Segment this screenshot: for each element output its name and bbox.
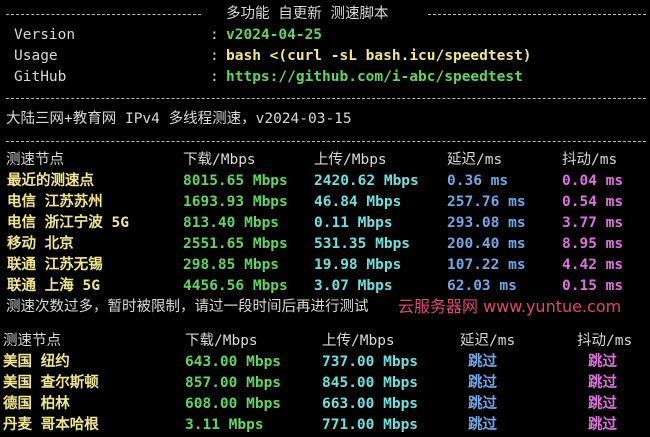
table-cell: 8015.65 Mbps — [183, 173, 288, 189]
table-cell: 联通 上海 5G — [7, 278, 100, 294]
table-cell: 845.00 Mbps — [322, 375, 419, 391]
table-cell: 跳过 — [468, 354, 497, 370]
table-cell: 46.84 Mbps — [314, 194, 402, 210]
table-cell: 62.03 ms — [447, 278, 517, 294]
table-cell: 771.00 Mbps — [322, 417, 419, 433]
divider — [6, 14, 201, 15]
table-cell: 257.76 ms — [447, 194, 526, 210]
info-label: Version — [14, 27, 76, 43]
table-cell: 298.85 Mbps — [183, 257, 280, 273]
table-cell: 0.11 Mbps — [314, 215, 393, 231]
table-cell: 跳过 — [468, 417, 497, 433]
table-cell: 3.07 Mbps — [314, 278, 393, 294]
table-cell: 737.00 Mbps — [322, 354, 419, 370]
column-header: 测速节点 — [6, 152, 64, 168]
column-header: 测速节点 — [3, 333, 61, 349]
info-value: https://github.com/i-abc/speedtest — [226, 69, 523, 85]
table-cell: 移动 北京 — [7, 236, 74, 252]
table-cell: 4456.56 Mbps — [183, 278, 288, 294]
table-cell: 跳过 — [588, 396, 617, 412]
table-cell: 531.35 Mbps — [314, 236, 411, 252]
table-cell: 联通 江苏无锡 — [7, 257, 103, 273]
info-colon: : — [210, 69, 219, 85]
divider — [6, 98, 646, 99]
table-cell: 4.42 ms — [562, 257, 624, 273]
table-cell: 608.00 Mbps — [185, 396, 282, 412]
info-value: v2024-04-25 — [226, 27, 323, 43]
table-cell: 1693.93 Mbps — [183, 194, 288, 210]
table-cell: 2420.62 Mbps — [314, 173, 419, 189]
table-cell: 跳过 — [468, 396, 497, 412]
notice: 测速次数过多，暂时被限制，请过一段时间后再进行测试 — [6, 299, 369, 315]
table-cell: 美国 纽约 — [3, 354, 70, 370]
table-cell: 美国 查尔斯顿 — [3, 375, 99, 391]
table-cell: 0.15 ms — [562, 278, 624, 294]
table-cell: 跳过 — [588, 354, 617, 370]
table-cell: 663.00 Mbps — [322, 396, 419, 412]
divider — [6, 141, 646, 142]
watermark: 云服务器网 www.yuntue.com — [398, 297, 622, 316]
table-cell: 跳过 — [588, 417, 617, 433]
divider — [428, 14, 646, 15]
script-title: 多功能 自更新 测速脚本 — [226, 6, 389, 22]
table-cell: 0.54 ms — [562, 194, 624, 210]
table-cell: 电信 浙江宁波 5G — [7, 215, 129, 231]
table-cell: 643.00 Mbps — [185, 354, 282, 370]
table-cell: 857.00 Mbps — [185, 375, 282, 391]
column-header: 抖动/ms — [562, 152, 618, 168]
info-value: bash <(curl -sL bash.icu/speedtest) — [226, 48, 532, 64]
table-cell: 最近的测速点 — [7, 173, 94, 189]
column-header: 下载/Mbps — [183, 152, 256, 168]
table-cell: 2551.65 Mbps — [183, 236, 288, 252]
column-header: 下载/Mbps — [185, 333, 258, 349]
table-cell: 跳过 — [588, 375, 617, 391]
table-cell: 813.40 Mbps — [183, 215, 280, 231]
table-cell: 跳过 — [468, 375, 497, 391]
table-cell: 200.40 ms — [447, 236, 526, 252]
info-label: Usage — [14, 48, 58, 64]
info-label: GitHub — [14, 69, 67, 85]
table-cell: 3.77 ms — [562, 215, 624, 231]
table-cell: 3.11 Mbps — [185, 417, 264, 433]
info-colon: : — [210, 48, 219, 64]
table-cell: 丹麦 哥本哈根 — [3, 417, 99, 433]
info-colon: : — [210, 27, 219, 43]
column-header: 延迟/ms — [447, 152, 503, 168]
table-cell: 8.95 ms — [562, 236, 624, 252]
column-header: 延迟/ms — [460, 333, 516, 349]
table-cell: 0.36 ms — [447, 173, 509, 189]
table-cell: 293.08 ms — [447, 215, 526, 231]
subtitle: 大陆三网+教育网 IPv4 多线程测速，v2024-03-15 — [6, 111, 352, 127]
table-cell: 德国 柏林 — [3, 396, 70, 412]
table-cell: 19.98 Mbps — [314, 257, 402, 273]
table-cell: 0.04 ms — [562, 173, 624, 189]
column-header: 上传/Mbps — [322, 333, 395, 349]
table-cell: 电信 江苏苏州 — [7, 194, 103, 210]
column-header: 抖动/ms — [577, 333, 633, 349]
table-cell: 107.22 ms — [447, 257, 526, 273]
column-header: 上传/Mbps — [314, 152, 387, 168]
